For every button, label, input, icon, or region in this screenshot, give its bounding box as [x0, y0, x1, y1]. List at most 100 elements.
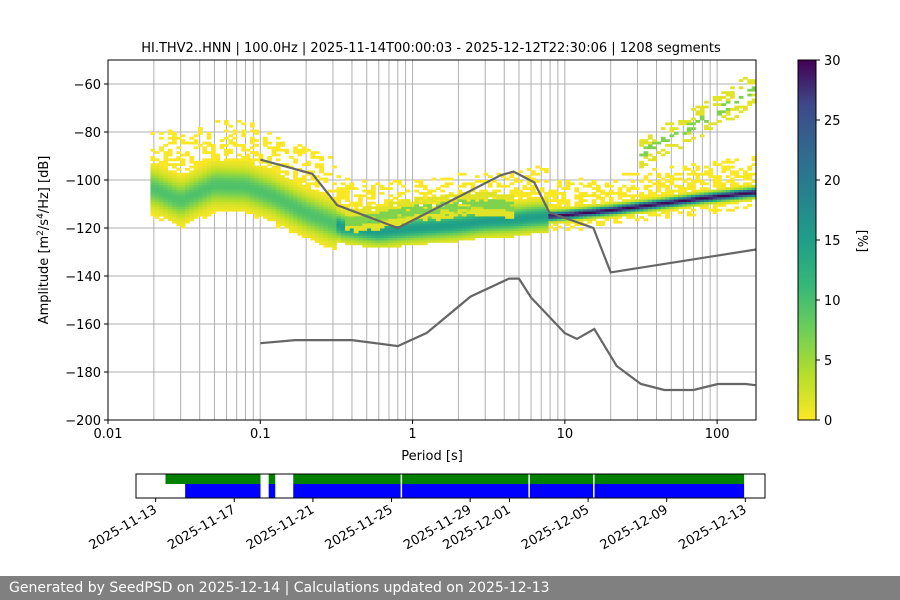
- heatmap-cell: [531, 228, 536, 231]
- heatmap-cell: [500, 175, 506, 178]
- colorbar: [797, 59, 817, 421]
- heatmap-cell: [725, 110, 731, 114]
- heatmap-cell: [466, 208, 471, 212]
- heatmap-cell: [747, 175, 753, 178]
- heatmap-cell: [163, 196, 169, 200]
- heatmap-cell: [578, 208, 584, 212]
- heatmap-cell: [379, 204, 385, 207]
- heatmap-cell: [293, 146, 298, 150]
- heatmap-cell: [301, 218, 307, 222]
- heatmap-cell: [440, 213, 445, 217]
- heatmap-cell: [574, 216, 580, 219]
- heatmap-cell: [557, 184, 562, 188]
- heatmap-cell: [570, 216, 575, 219]
- heatmap-cell: [751, 172, 756, 176]
- heatmap-cell: [310, 153, 316, 157]
- heatmap-cell: [561, 199, 567, 202]
- heatmap-cell: [275, 168, 281, 171]
- heatmap-cell: [262, 201, 268, 205]
- heatmap-cell: [232, 189, 238, 193]
- heatmap-cell: [466, 228, 471, 231]
- heatmap-cell: [444, 208, 450, 212]
- heatmap-cell: [595, 184, 601, 188]
- heatmap-cell: [223, 201, 229, 205]
- heatmap-cell: [721, 204, 727, 207]
- heatmap-cell: [340, 196, 346, 200]
- heatmap-cell: [249, 172, 255, 176]
- heatmap-cell: [254, 213, 259, 217]
- heatmap-cell: [223, 153, 229, 157]
- heatmap-cell: [630, 213, 636, 217]
- heatmap-cell: [401, 237, 407, 241]
- heatmap-cell: [743, 189, 748, 193]
- heatmap-cell: [639, 180, 644, 183]
- heatmap-cell: [492, 213, 497, 217]
- heatmap-cell: [496, 216, 502, 219]
- heatmap-cell: [202, 201, 208, 205]
- heatmap-cell: [262, 168, 268, 171]
- heatmap-cell: [418, 225, 424, 229]
- heatmap-cell: [323, 199, 329, 202]
- heatmap-cell: [215, 120, 221, 123]
- heatmap-cell: [487, 225, 493, 229]
- heatmap-cell: [176, 177, 182, 181]
- heatmap-cell: [699, 105, 705, 109]
- heatmap-cell: [198, 172, 203, 176]
- heatmap-cell: [180, 180, 186, 183]
- heatmap-cell: [431, 223, 437, 226]
- heatmap-cell: [483, 223, 489, 226]
- heatmap-cell: [539, 201, 545, 205]
- heatmap-cell: [371, 242, 376, 246]
- heatmap-cell: [306, 216, 311, 219]
- heatmap-cell: [159, 218, 164, 222]
- heatmap-cell: [150, 148, 156, 152]
- heatmap-cell: [531, 204, 536, 207]
- heatmap-cell: [414, 213, 420, 217]
- heatmap-cell: [717, 103, 722, 106]
- heatmap-cell: [565, 228, 571, 231]
- heatmap-cell: [535, 192, 541, 195]
- heatmap-cell: [544, 196, 549, 200]
- heatmap-cell: [660, 196, 666, 200]
- heatmap-cell: [215, 172, 221, 176]
- heatmap-cell: [336, 192, 342, 195]
- heatmap-cell: [241, 201, 247, 205]
- heatmap-cell: [695, 165, 701, 169]
- heatmap-cell: [284, 213, 290, 217]
- heatmap-cell: [448, 225, 454, 229]
- heatmap-cell: [401, 192, 407, 195]
- heatmap-cell: [613, 204, 618, 207]
- heatmap-cell: [249, 129, 255, 133]
- heatmap-cell: [617, 208, 623, 212]
- heatmap-cell: [267, 163, 272, 166]
- heatmap-cell: [751, 158, 756, 162]
- date-tick-label: 2025-12-09: [598, 502, 671, 553]
- heatmap-cell: [496, 220, 502, 224]
- heatmap-cell: [686, 196, 692, 200]
- heatmap-cell: [189, 177, 195, 181]
- heatmap-cell: [487, 192, 493, 195]
- heatmap-cell: [189, 156, 195, 159]
- heatmap-cell: [509, 194, 515, 198]
- heatmap-cell: [396, 240, 402, 243]
- heatmap-cell: [738, 168, 744, 171]
- heatmap-cell: [561, 187, 567, 190]
- heatmap-cell: [643, 196, 649, 200]
- heatmap-cell: [474, 204, 480, 207]
- heatmap-cell: [682, 168, 688, 171]
- heatmap-cell: [665, 206, 670, 210]
- heatmap-cell: [284, 163, 290, 166]
- heatmap-cell: [267, 194, 272, 198]
- heatmap-cell: [604, 192, 610, 195]
- heatmap-cell: [660, 206, 666, 210]
- heatmap-cell: [734, 196, 740, 200]
- heatmap-cell: [297, 180, 303, 183]
- heatmap-cell: [254, 151, 259, 154]
- heatmap-cell: [336, 232, 342, 236]
- heatmap-cell: [626, 211, 631, 214]
- heatmap-cell: [206, 194, 212, 198]
- heatmap-cell: [180, 194, 186, 198]
- heatmap-cell: [409, 230, 415, 234]
- heatmap-cell: [548, 206, 554, 210]
- heatmap-cell: [206, 204, 212, 207]
